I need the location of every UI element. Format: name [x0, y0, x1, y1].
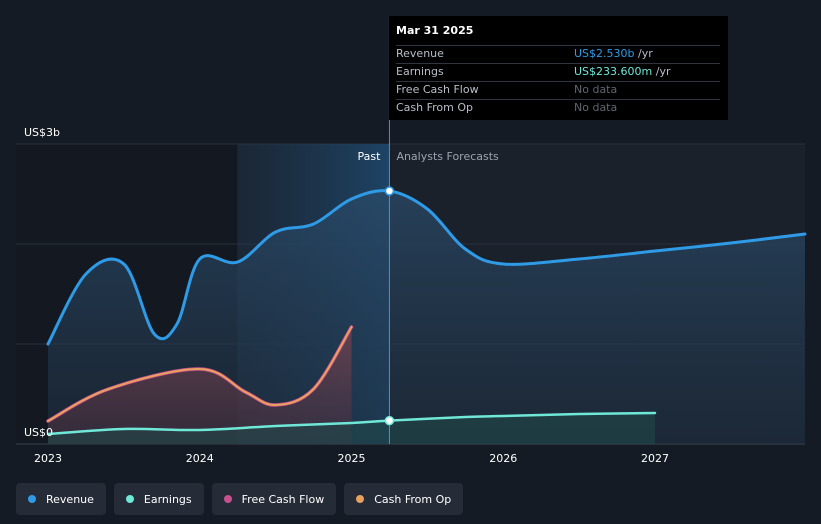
tooltip-label: Revenue: [396, 47, 444, 60]
tooltip-value: US$233.600m: [574, 65, 653, 78]
tooltip-unit: /yr: [655, 65, 671, 78]
chart-canvas: US$3b US$0 Past Analysts Forecasts 2023 2…: [16, 16, 807, 465]
legend: Revenue Earnings Free Cash Flow Cash Fro…: [16, 483, 464, 515]
tooltip-value: No data: [574, 83, 618, 96]
revenue-dot-icon: [28, 495, 36, 503]
legend-label: Cash From Op: [374, 492, 452, 506]
tooltip-row-free-cash-flow: Free Cash Flow No data: [396, 81, 720, 99]
tooltip-label: Earnings: [396, 65, 444, 78]
legend-label: Free Cash Flow: [241, 492, 325, 506]
y-axis-top-label: US$3b: [24, 126, 60, 139]
x-tick-label: 2027: [641, 452, 669, 465]
earnings-line: [46, 411, 657, 436]
tooltip-row-revenue: Revenue US$2.530b /yr: [396, 45, 720, 63]
tooltip-value: No data: [574, 101, 618, 114]
revenue-marker[interactable]: [384, 186, 395, 196]
past-label: Past: [358, 150, 382, 163]
earnings-area: [48, 413, 655, 444]
legend-item-free-cash-flow[interactable]: Free Cash Flow: [211, 483, 337, 515]
tooltip-label: Cash From Op: [396, 101, 474, 114]
cash-from-op-line: [47, 326, 353, 422]
analysts-forecasts-label: Analysts Forecasts: [396, 150, 499, 163]
tooltip-date: Mar 31 2025: [396, 24, 474, 37]
legend-item-revenue[interactable]: Revenue: [16, 483, 106, 515]
x-tick-label: 2025: [338, 452, 366, 465]
legend-label: Earnings: [143, 492, 192, 506]
tooltip-row-earnings: Earnings US$233.600m /yr: [396, 63, 720, 81]
cash-from-op-dot-icon: [356, 495, 365, 503]
x-tick-label: 2023: [34, 452, 62, 465]
tooltip-panel: Mar 31 2025 Revenue US$2.530b /yr Earnin…: [389, 16, 728, 120]
tooltip-value: US$2.530b: [574, 47, 635, 60]
legend-label: Revenue: [46, 492, 94, 506]
x-tick-label: 2026: [489, 452, 517, 465]
free-cash-flow-dot-icon: [223, 495, 232, 503]
earnings-dot-icon: [125, 495, 134, 503]
tooltip-unit: /yr: [638, 47, 653, 60]
legend-item-earnings[interactable]: Earnings: [113, 483, 204, 515]
x-tick-label: 2024: [186, 452, 214, 465]
y-axis-bottom-label: US$0: [24, 426, 53, 439]
earnings-marker[interactable]: [384, 415, 395, 426]
legend-item-cash-from-op[interactable]: Cash From Op: [344, 483, 464, 515]
tooltip-row-cash-from-op: Cash From Op No data: [396, 99, 720, 117]
revenue-area: [48, 190, 805, 444]
tooltip-label: Free Cash Flow: [396, 83, 479, 96]
cash-from-op-area: [48, 327, 352, 444]
revenue-line: [46, 189, 807, 346]
